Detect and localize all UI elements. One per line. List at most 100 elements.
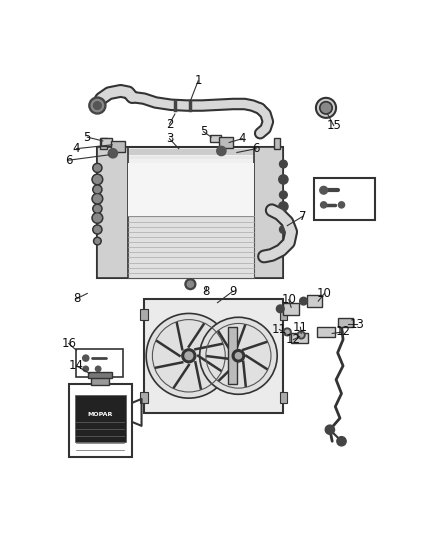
Bar — [100, 138, 107, 149]
Text: 6: 6 — [65, 154, 72, 167]
Bar — [144, 299, 283, 413]
Circle shape — [108, 149, 117, 158]
Circle shape — [94, 165, 100, 171]
Text: 10: 10 — [281, 293, 296, 306]
Circle shape — [297, 331, 305, 339]
Bar — [279, 309, 287, 320]
Text: 1: 1 — [194, 75, 202, 87]
Circle shape — [316, 98, 336, 118]
Bar — [291, 333, 308, 343]
Text: 13: 13 — [350, 318, 364, 330]
Bar — [314, 178, 375, 220]
Circle shape — [337, 437, 346, 446]
Circle shape — [300, 297, 307, 305]
Bar — [210, 135, 221, 142]
Bar — [101, 138, 112, 146]
Text: 14: 14 — [69, 359, 84, 372]
Circle shape — [182, 349, 196, 363]
Circle shape — [93, 225, 102, 234]
Circle shape — [93, 102, 101, 109]
Circle shape — [232, 350, 245, 362]
Bar — [283, 303, 299, 315]
Text: 8: 8 — [73, 292, 80, 305]
Bar — [97, 147, 283, 278]
Circle shape — [279, 214, 287, 222]
Bar — [110, 141, 124, 152]
Bar — [77, 349, 123, 377]
Bar — [254, 147, 283, 278]
Circle shape — [217, 147, 226, 156]
Bar — [128, 216, 254, 278]
Text: 15: 15 — [326, 119, 341, 132]
Bar — [91, 376, 109, 385]
Text: 12: 12 — [286, 333, 301, 346]
Bar — [140, 392, 148, 403]
Text: 4: 4 — [239, 132, 246, 145]
Bar — [318, 327, 335, 337]
Text: 11: 11 — [272, 323, 287, 336]
Bar — [274, 138, 280, 149]
Bar — [279, 392, 287, 403]
Circle shape — [94, 227, 100, 232]
Circle shape — [279, 202, 288, 211]
Circle shape — [185, 352, 193, 360]
Circle shape — [93, 195, 101, 203]
Circle shape — [93, 237, 101, 245]
Circle shape — [187, 281, 194, 287]
Circle shape — [283, 328, 291, 336]
Circle shape — [93, 163, 102, 173]
Bar — [69, 384, 132, 457]
Circle shape — [94, 187, 100, 192]
Bar — [99, 149, 282, 155]
Text: 16: 16 — [61, 337, 76, 350]
Circle shape — [83, 355, 89, 361]
Circle shape — [95, 366, 101, 372]
Circle shape — [339, 202, 345, 208]
Circle shape — [321, 202, 327, 208]
Circle shape — [325, 425, 335, 434]
Text: 11: 11 — [293, 321, 308, 334]
Circle shape — [91, 99, 103, 112]
Bar — [75, 395, 126, 442]
Circle shape — [146, 313, 231, 398]
Bar — [128, 163, 254, 216]
Bar — [140, 309, 148, 320]
Circle shape — [83, 366, 88, 372]
Circle shape — [320, 102, 332, 114]
Circle shape — [320, 187, 328, 194]
Text: 9: 9 — [229, 285, 237, 297]
Circle shape — [285, 330, 289, 334]
Text: 6: 6 — [252, 142, 260, 155]
Bar — [99, 156, 282, 159]
Circle shape — [235, 353, 241, 359]
Text: 12: 12 — [336, 326, 350, 338]
Circle shape — [279, 191, 287, 199]
Circle shape — [89, 97, 106, 114]
Circle shape — [185, 279, 196, 289]
Bar — [88, 372, 112, 378]
Text: 7: 7 — [299, 210, 307, 223]
Bar — [338, 318, 353, 327]
Circle shape — [95, 239, 100, 244]
Text: 10: 10 — [317, 287, 332, 300]
Circle shape — [276, 305, 284, 313]
Text: 4: 4 — [73, 142, 80, 155]
Circle shape — [279, 225, 287, 233]
Circle shape — [92, 193, 103, 204]
Circle shape — [94, 206, 100, 212]
Circle shape — [92, 213, 103, 223]
Text: 2: 2 — [166, 117, 173, 131]
Text: MOPAR: MOPAR — [88, 412, 113, 417]
Circle shape — [93, 185, 102, 194]
Bar — [97, 147, 128, 278]
Circle shape — [279, 160, 287, 168]
Circle shape — [299, 333, 303, 337]
Circle shape — [200, 317, 277, 394]
Circle shape — [279, 175, 288, 184]
Circle shape — [93, 214, 101, 222]
Text: 5: 5 — [84, 131, 91, 143]
Text: 3: 3 — [166, 132, 173, 145]
Text: 8: 8 — [202, 285, 209, 298]
Circle shape — [93, 175, 101, 183]
Bar — [228, 327, 237, 384]
